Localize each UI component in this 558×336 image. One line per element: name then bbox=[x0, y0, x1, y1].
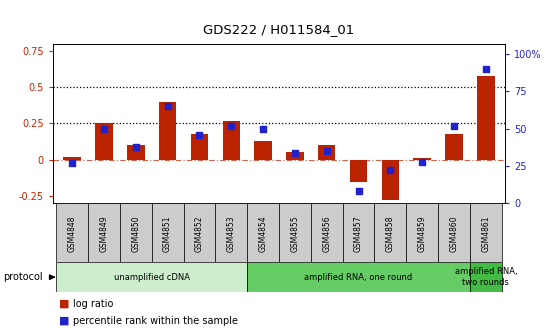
Bar bbox=[350, 160, 367, 181]
Text: GSM4850: GSM4850 bbox=[131, 215, 140, 252]
Text: GSM4853: GSM4853 bbox=[227, 215, 236, 252]
Text: GSM4857: GSM4857 bbox=[354, 215, 363, 252]
Point bbox=[131, 144, 140, 149]
Bar bbox=[56, 203, 88, 262]
Text: GSM4854: GSM4854 bbox=[258, 215, 268, 252]
Text: GSM4858: GSM4858 bbox=[386, 216, 395, 252]
Bar bbox=[120, 203, 152, 262]
Point bbox=[227, 123, 235, 128]
Point bbox=[291, 150, 300, 155]
Bar bbox=[127, 145, 145, 160]
Bar bbox=[223, 121, 240, 160]
Text: log ratio: log ratio bbox=[73, 299, 113, 309]
Bar bbox=[215, 203, 247, 262]
Point bbox=[354, 188, 363, 194]
Bar bbox=[406, 203, 438, 262]
Bar bbox=[413, 158, 431, 160]
Bar bbox=[477, 76, 494, 160]
Text: GSM4860: GSM4860 bbox=[450, 215, 459, 252]
Bar bbox=[445, 134, 463, 160]
Bar bbox=[56, 262, 247, 292]
Text: protocol: protocol bbox=[3, 272, 42, 282]
Point bbox=[163, 103, 172, 109]
Bar bbox=[88, 203, 120, 262]
Bar bbox=[382, 160, 399, 200]
Bar bbox=[286, 153, 304, 160]
Point bbox=[450, 123, 459, 128]
Text: GSM4851: GSM4851 bbox=[163, 216, 172, 252]
Bar bbox=[247, 262, 470, 292]
Point bbox=[418, 159, 427, 164]
Text: percentile rank within the sample: percentile rank within the sample bbox=[73, 316, 238, 326]
Bar bbox=[247, 203, 279, 262]
Point bbox=[323, 149, 331, 154]
Bar bbox=[95, 124, 113, 160]
Bar bbox=[152, 203, 184, 262]
Point bbox=[482, 66, 490, 72]
Text: GSM4859: GSM4859 bbox=[418, 215, 427, 252]
Text: GSM4855: GSM4855 bbox=[290, 215, 300, 252]
Bar bbox=[438, 203, 470, 262]
Bar bbox=[64, 157, 81, 160]
Point bbox=[258, 126, 267, 131]
Text: amplified RNA, one round: amplified RNA, one round bbox=[305, 273, 413, 282]
Text: GSM4849: GSM4849 bbox=[99, 215, 108, 252]
Point bbox=[68, 160, 76, 166]
Bar bbox=[343, 203, 374, 262]
Text: GDS222 / H011584_01: GDS222 / H011584_01 bbox=[203, 24, 355, 37]
Text: ■: ■ bbox=[59, 316, 69, 326]
Bar bbox=[470, 203, 502, 262]
Bar bbox=[159, 102, 176, 160]
Text: GSM4848: GSM4848 bbox=[68, 216, 76, 252]
Text: GSM4852: GSM4852 bbox=[195, 216, 204, 252]
Bar bbox=[318, 145, 335, 160]
Bar bbox=[191, 134, 208, 160]
Point bbox=[386, 168, 395, 173]
Bar bbox=[254, 141, 272, 160]
Text: GSM4856: GSM4856 bbox=[322, 215, 331, 252]
Text: ■: ■ bbox=[59, 299, 69, 309]
Point bbox=[99, 126, 108, 131]
Text: amplified RNA,
two rounds: amplified RNA, two rounds bbox=[455, 267, 517, 287]
Bar bbox=[184, 203, 215, 262]
Bar bbox=[374, 203, 406, 262]
Point bbox=[195, 132, 204, 137]
Bar bbox=[470, 262, 502, 292]
Bar bbox=[311, 203, 343, 262]
Text: GSM4861: GSM4861 bbox=[482, 216, 490, 252]
Bar bbox=[279, 203, 311, 262]
Text: unamplified cDNA: unamplified cDNA bbox=[114, 273, 190, 282]
